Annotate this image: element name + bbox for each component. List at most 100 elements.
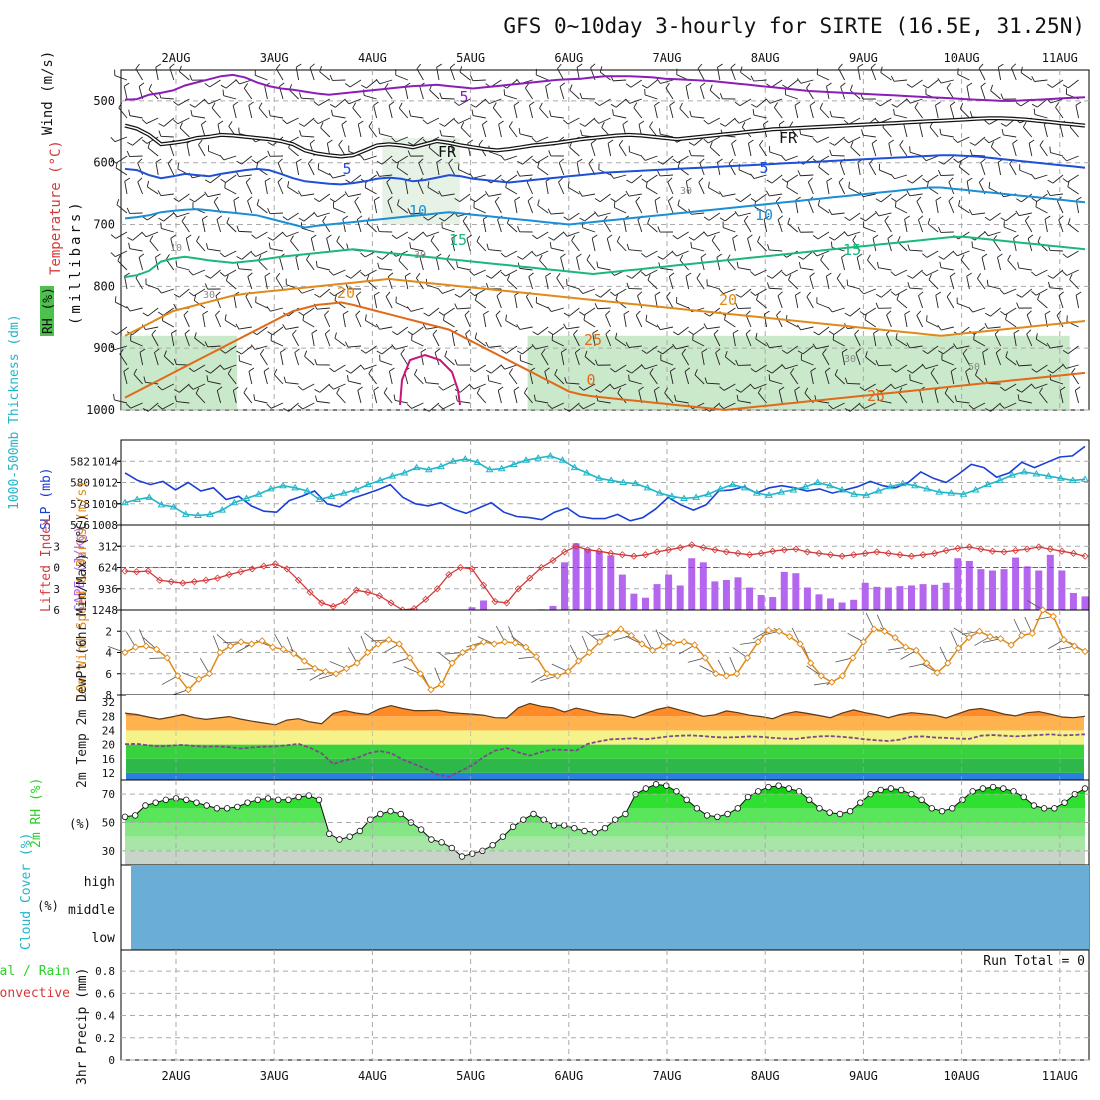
thickness-marker: [1032, 470, 1041, 477]
wind-barb-feather: [186, 234, 192, 239]
wind10m-barb: [495, 625, 506, 643]
wind-barb: [691, 212, 705, 215]
wind-barb-feather: [423, 312, 430, 317]
wind-barb-feather: [812, 251, 818, 257]
wind-barb: [865, 212, 877, 222]
wind-speed-marker: [648, 646, 657, 655]
wind-barb-feather: [443, 314, 445, 321]
wind-barb: [649, 373, 658, 385]
wind-barb-feather: [117, 255, 121, 261]
wind-barb: [410, 212, 424, 215]
wind-barb: [723, 383, 736, 391]
wind-barb-feather: [894, 201, 897, 208]
li-marker: [491, 597, 499, 606]
thickness-marker: [412, 463, 421, 471]
wind-barb: [473, 269, 486, 276]
wind-barb-feather: [1017, 262, 1020, 269]
wind-barb: [653, 390, 658, 404]
wind-barb: [514, 200, 518, 214]
wind-barb-feather: [750, 173, 755, 179]
wind-barb-feather: [886, 310, 892, 316]
wind-barb-feather: [360, 155, 365, 161]
thickness-marker: [1081, 475, 1089, 482]
wind-barb: [474, 364, 487, 373]
thickness-marker: [1068, 476, 1077, 483]
wind-barb: [881, 288, 892, 298]
wind-barb-feather: [777, 215, 784, 221]
wind-barb: [990, 307, 1001, 317]
wind-barb: [513, 390, 518, 404]
li-marker: [769, 547, 777, 555]
wind-barb: [322, 220, 331, 233]
wind-barb: [857, 67, 861, 81]
wind-barb-feather: [732, 234, 738, 239]
wind-barb-feather: [451, 234, 457, 239]
wind-barb-feather: [966, 82, 973, 87]
wind-barb-feather: [313, 119, 319, 124]
wind-barb: [685, 181, 690, 195]
cape-bar: [1069, 592, 1077, 610]
wind-barb-feather: [434, 348, 440, 353]
wind-barb: [275, 68, 284, 81]
li-marker: [584, 546, 592, 554]
wind-barb-feather: [392, 331, 398, 336]
wind-barb: [852, 240, 861, 252]
rh-axis-label: RH (%): [41, 287, 56, 334]
wind-barb: [488, 345, 502, 348]
wind-barb: [909, 249, 923, 252]
tick-label: 624: [98, 562, 118, 575]
li-marker: [965, 543, 973, 551]
wind-barb: [566, 284, 580, 290]
wind-barb-feather: [834, 369, 838, 376]
wind-barb: [614, 364, 627, 373]
wind-barb: [847, 382, 861, 385]
wind-barb-feather: [368, 121, 373, 127]
wind-barb-feather: [422, 323, 427, 330]
wind-barb: [1019, 169, 1032, 176]
li-marker: [514, 585, 522, 593]
wind-barb-feather: [247, 272, 253, 277]
wind-barb: [558, 162, 565, 176]
wind-barb-feather: [539, 254, 543, 261]
wind-barb-feather: [797, 350, 804, 355]
wind-barb-feather: [559, 82, 566, 87]
wind-barb: [385, 296, 393, 309]
wind-barb: [130, 402, 143, 409]
wind-speed-marker: [764, 626, 773, 634]
wind-barb: [162, 402, 175, 410]
wind-barb-feather: [256, 199, 260, 206]
wind-barb-feather: [968, 404, 974, 410]
tick-label: 28: [102, 710, 115, 723]
wind-barb: [800, 326, 814, 331]
wind-barb: [559, 86, 565, 100]
wind-barb: [194, 337, 206, 347]
wind-barb: [317, 117, 330, 125]
li-marker: [942, 546, 950, 555]
wind-barb: [247, 276, 253, 290]
rh2m-marker: [969, 788, 976, 795]
wind-barb: [419, 86, 424, 100]
wind-barb: [917, 219, 924, 233]
wind-barb: [160, 135, 174, 138]
cape-bar: [1046, 554, 1054, 610]
wind-speed-marker: [1018, 631, 1026, 640]
wind-speed-marker: [247, 640, 256, 648]
wind-barb-feather: [528, 272, 534, 277]
thickness-marker: [898, 479, 907, 487]
temp-mask: [125, 695, 1085, 725]
wind-barb: [1020, 72, 1033, 81]
wind-barb: [117, 260, 128, 271]
rh2m-marker: [734, 805, 741, 812]
wind-barb: [1021, 288, 1033, 298]
tick-label: 20: [102, 739, 115, 752]
wind-barb: [1028, 143, 1033, 157]
thickness-marker: [631, 479, 640, 487]
wind-barb: [210, 364, 221, 374]
wind-barb: [794, 295, 799, 309]
wind-barb: [462, 220, 471, 233]
wind-barb-feather: [217, 386, 223, 391]
wind-barb: [698, 181, 705, 195]
wind-barb-feather: [828, 330, 835, 335]
wind-barb: [256, 326, 268, 336]
wind-barb: [885, 333, 892, 347]
